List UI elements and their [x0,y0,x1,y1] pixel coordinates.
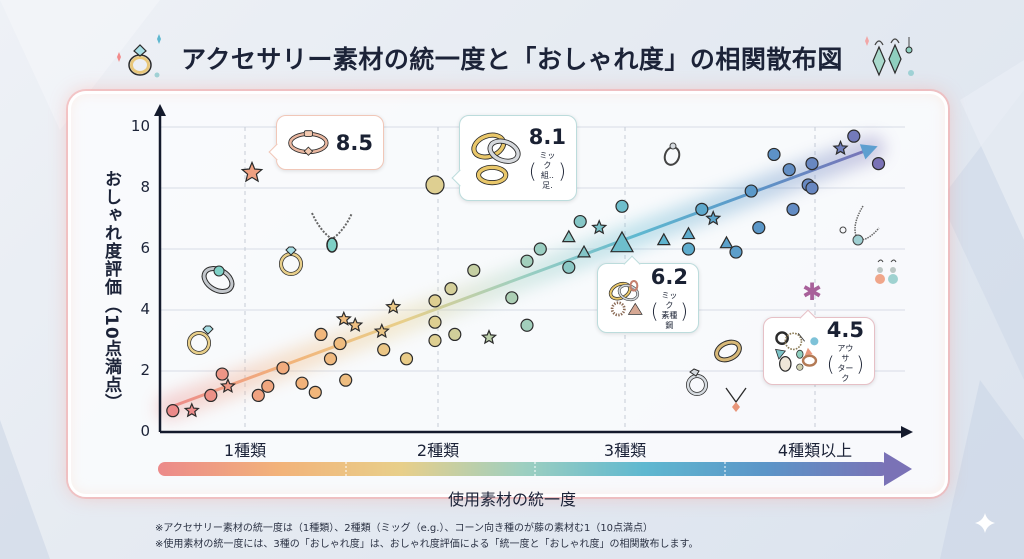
highlight-point [240,160,264,183]
data-point [562,260,576,274]
data-point [782,163,796,177]
data-point [520,318,534,332]
data-point [871,157,886,171]
y-tick-label: 8 [140,178,150,196]
data-point [166,404,180,418]
callout-value: 8.1 [528,125,566,149]
y-tick-label: 2 [140,361,150,379]
trend-arrowhead-icon [859,144,878,160]
ring-diamond-icon [117,34,162,78]
data-point [681,242,696,256]
wedding-rings-icon [471,132,521,186]
callout-value: 6.2 [650,265,688,289]
footnotes: ※アクセサリー素材の統一度は（1種類）、2種類（ミッグ（e.g.）、コーン向き種… [155,521,698,553]
data-point [591,219,608,235]
title-row: アクセサリー素材の統一度と「おしゃれ度」の相関散布図 [0,30,1024,86]
data-point [347,316,364,333]
callout-8-1: 8.1 ( ミック 組..足. ) [451,115,577,201]
y-tick-label: 4 [140,300,150,318]
callout-note: ミック [661,291,678,310]
data-point [719,235,734,249]
data-point [681,226,696,240]
data-point [847,129,861,143]
data-point [805,157,819,171]
mixed-jewelry-icon [775,331,819,372]
data-point [480,329,498,345]
x-category-1: 1種類 [223,441,267,460]
data-point [323,352,338,366]
footnote-1: ※アクセサリー素材の統一度は（1種類）、2種類（ミッグ（e.g.）、コーン向き種… [155,523,654,534]
data-point [576,244,592,258]
callout-8-5: 8.5 [268,115,384,170]
data-point [377,343,391,357]
y-tick-label: 0 [140,422,150,440]
y-axis-label: おしゃれ度評価（10点満点） [101,170,121,412]
data-point [333,336,347,351]
callout-value: 8.5 [335,130,373,155]
data-point [467,263,481,277]
bracelet-icon [288,129,329,156]
callout-note: 素種鋼 [661,311,678,330]
y-axis-arrow-icon [154,104,166,116]
data-point [520,254,534,268]
data-point [335,310,352,326]
y-tick-label: 10 [130,117,150,135]
data-point [805,181,819,195]
data-point [428,315,442,329]
data-point [373,322,390,339]
data-point [448,327,462,341]
data-point [561,229,576,243]
x-category-4: 4種類以上 [777,441,853,460]
data-point [399,352,414,366]
data-point [615,199,629,213]
data-point [832,139,849,156]
data-point [339,373,353,387]
chart-title: アクセサリー素材の統一度と「おしゃれ度」の相関散布図 [181,45,843,74]
x-axis-label: 使用素材の統一度 [447,490,576,509]
data-point [428,294,442,308]
data-point [261,379,275,393]
data-point [428,333,442,348]
callout-note: 組..足. [540,171,554,190]
x-category-2: 2種類 [416,441,460,460]
data-point [695,202,709,216]
data-point [705,210,722,226]
callout-note: アウサ [837,344,854,363]
y-tick-label: 6 [140,239,150,257]
footnote-2: ※使用素材の統一度には、3種の「おしゃれ度」は、おしゃれ度評価による「統一度と「… [155,539,699,550]
data-point [295,376,309,390]
data-point [729,245,743,259]
data-point [444,282,458,296]
callout-6-2: 6.2 ( ミック 素種鋼 ) [597,255,699,333]
x-axis-arrow-icon [901,426,913,438]
callout-note: ターク [837,364,854,383]
highlight-point [425,175,445,195]
data-point [752,221,766,235]
data-point [385,298,402,314]
data-point [308,385,322,399]
data-point [215,367,229,381]
data-point [744,184,758,198]
highlight-point [609,230,635,253]
callout-value: 4.5 [826,318,864,342]
data-point [204,388,218,402]
callout-4-5: 4.5 ( アウサ ターク ) [763,309,875,385]
data-point [505,291,519,305]
data-point [314,327,328,341]
data-point [251,388,265,402]
data-point [183,402,200,418]
callout-note: ミック [539,151,556,170]
data-point [767,147,781,162]
data-point [276,361,290,375]
stacked-rings-icon [608,279,643,317]
data-point [219,377,236,394]
data-point [573,214,587,229]
earrings-icon [864,36,914,77]
data-point [786,202,800,216]
x-category-3: 3種類 [603,441,647,460]
data-point [533,242,547,256]
uniformity-gradient-bar [158,452,912,486]
data-point [656,232,671,246]
